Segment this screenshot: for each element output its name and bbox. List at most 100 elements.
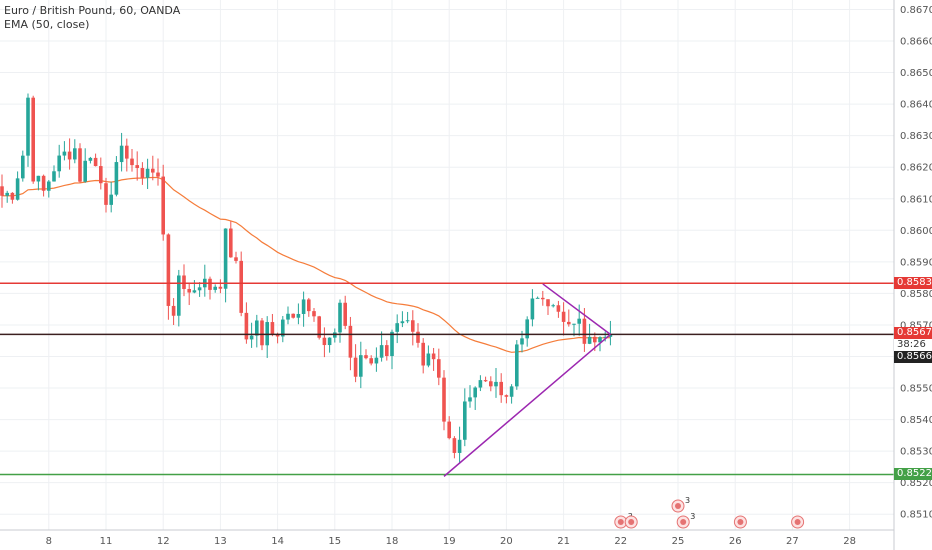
bear-candle: [416, 331, 420, 343]
bear-candle: [442, 377, 446, 422]
bear-candle: [208, 278, 212, 290]
grid: [0, 0, 894, 530]
bear-candle: [229, 228, 233, 258]
bull-candle: [145, 168, 150, 178]
bear-candle: [411, 320, 415, 332]
bull-candle: [478, 380, 483, 388]
bull-candle: [608, 334, 613, 337]
event-marker-dot: [737, 519, 744, 525]
bull-candle: [473, 387, 477, 398]
x-tick-label: 12: [157, 536, 170, 547]
x-tick-label: 27: [786, 536, 799, 547]
bear-candle: [218, 286, 223, 289]
bear-candle: [104, 183, 108, 205]
bear-candle: [437, 359, 441, 378]
bull-candle: [213, 286, 217, 290]
bull-candle: [379, 345, 384, 358]
bull-candle: [530, 298, 535, 320]
bull-candle: [15, 178, 20, 200]
event-marker-dot: [680, 519, 687, 525]
chart-legend: Euro / British Pound, 60, OANDA EMA (50,…: [4, 4, 180, 32]
bull-candle: [249, 335, 254, 340]
bear-candle: [187, 288, 191, 293]
resistance-price-tag: 0.85832: [894, 277, 932, 290]
event-marker-dot: [617, 519, 624, 525]
bull-candle: [587, 336, 592, 344]
bull-candle: [395, 323, 399, 332]
bull-candle: [374, 357, 379, 364]
bear-candle: [140, 168, 145, 178]
bear-candle: [452, 438, 457, 453]
bull-candle: [598, 337, 602, 343]
event-marker-dot: [794, 519, 801, 525]
bull-candle: [405, 320, 410, 322]
x-tick-label: 18: [386, 536, 399, 547]
event-marker-dot: [675, 503, 681, 509]
bull-candle: [296, 313, 301, 318]
bear-candle: [348, 325, 353, 358]
bull-candle: [426, 353, 431, 366]
x-tick-label: 13: [214, 536, 227, 547]
bear-candle: [239, 260, 243, 313]
bull-candle: [327, 337, 332, 346]
bull-candle: [525, 319, 529, 339]
candles: [0, 93, 613, 464]
x-tick-label: 20: [500, 536, 513, 547]
bear-candle: [499, 381, 503, 396]
bear-candle: [10, 192, 15, 200]
bull-candle: [509, 386, 514, 397]
bull-candle: [62, 151, 67, 156]
x-tick-label: 21: [557, 536, 570, 547]
bear-candle: [541, 297, 545, 300]
bull-candle: [281, 319, 285, 337]
bear-candle: [561, 311, 566, 322]
bull-candle: [286, 313, 290, 320]
bear-candle: [0, 186, 4, 196]
ema-price-tag: 0.85668: [894, 351, 932, 364]
bear-candle: [31, 97, 35, 182]
bear-candle: [234, 257, 238, 261]
bull-candle: [338, 302, 342, 333]
bear-candle: [151, 168, 155, 173]
bull-candle: [468, 397, 472, 402]
bear-candle: [260, 320, 264, 346]
bull-candle: [57, 155, 61, 172]
bear-candle: [317, 316, 321, 338]
bear-candle: [567, 321, 571, 325]
bear-candle: [369, 358, 373, 364]
bear-candle: [556, 305, 561, 312]
bull-candle: [36, 175, 41, 182]
bull-candle: [73, 148, 77, 160]
bear-candle: [291, 313, 295, 318]
bull-candle: [457, 439, 462, 453]
x-tick-label: 25: [672, 536, 685, 547]
x-tick-label: 22: [614, 536, 627, 547]
bear-candle: [166, 234, 171, 306]
bull-candle: [5, 192, 9, 196]
bull-candle: [197, 287, 202, 291]
bear-candle: [161, 176, 165, 235]
bear-candle: [312, 311, 316, 317]
bull-candle: [192, 290, 197, 293]
event-count: 3: [690, 512, 695, 521]
bull-candle: [520, 338, 524, 345]
bear-candle: [322, 337, 327, 346]
bull-candle: [390, 331, 394, 357]
drawing-lines: [0, 282, 894, 477]
bear-candle: [447, 421, 451, 439]
bull-candle: [255, 320, 259, 336]
